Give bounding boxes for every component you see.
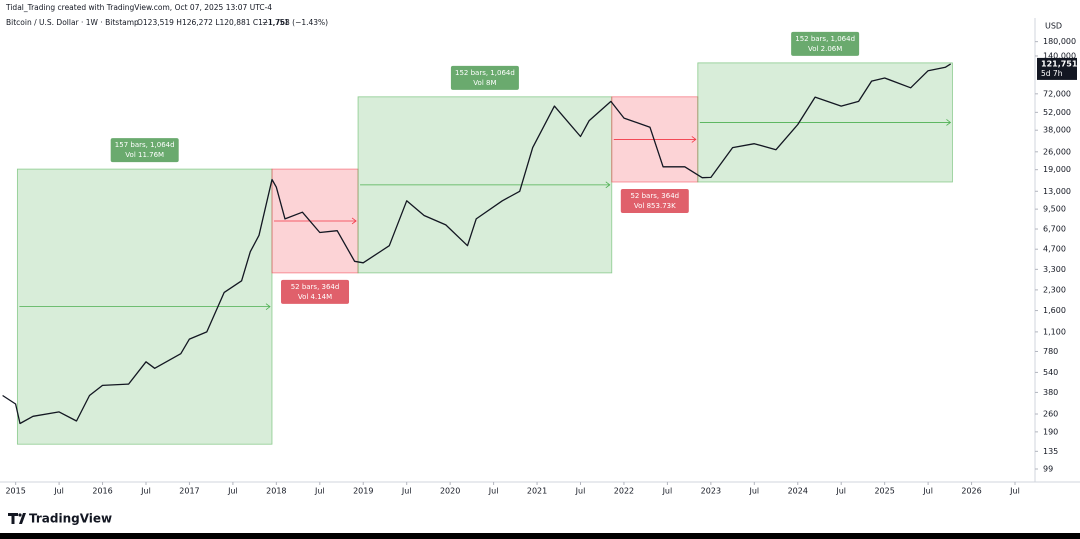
range-volume: Vol 11.76M	[125, 151, 164, 159]
x-tick-label: 2023	[701, 487, 721, 496]
bottom-bar	[0, 533, 1080, 539]
range-volume: Vol 2.06M	[808, 45, 842, 53]
x-tick-label: 2022	[614, 487, 634, 496]
range-volume: Vol 853.73K	[634, 202, 676, 210]
range-label-box	[110, 138, 179, 163]
range-label: 52 bars, 364d	[630, 192, 679, 200]
y-tick-label: 19,000	[1043, 165, 1071, 174]
change: −1,768 (−1.43%)	[262, 18, 328, 27]
y-tick-label: 1,100	[1043, 327, 1066, 336]
range-label-box	[620, 189, 689, 214]
range-volume: Vol 8M	[473, 79, 496, 87]
x-tick-label: Jul	[401, 487, 412, 496]
y-tick-label: 9,500	[1043, 205, 1066, 214]
x-tick-label: Jul	[53, 487, 64, 496]
range-arrowhead	[265, 303, 271, 310]
y-tick-label: 4,700	[1043, 245, 1066, 254]
x-tick-label: Jul	[314, 487, 325, 496]
range-label: 52 bars, 364d	[291, 283, 340, 291]
y-tick-label: 72,000	[1043, 89, 1071, 98]
brand-logo	[8, 513, 26, 524]
y-tick-label: 540	[1043, 368, 1058, 377]
brand: TradingView	[29, 512, 112, 526]
y-tick-label: 13,000	[1043, 187, 1071, 196]
y-tick-label: 38,000	[1043, 126, 1071, 135]
y-tick-label: 26,000	[1043, 147, 1071, 156]
x-tick-label: 2015	[5, 487, 25, 496]
y-tick-label: 135	[1043, 447, 1058, 456]
x-tick-label: Jul	[662, 487, 673, 496]
y-tick-label: 260	[1043, 410, 1058, 419]
range-label: 152 bars, 1,064d	[795, 35, 855, 43]
y-tick-label: 380	[1043, 388, 1058, 397]
range-arrowhead	[605, 181, 611, 189]
range-arrowhead	[946, 119, 952, 126]
x-tick-label: Jul	[488, 487, 499, 496]
range-label-box	[450, 65, 519, 90]
last-price-tag	[1037, 57, 1077, 80]
y-tick-label: 190	[1043, 427, 1058, 436]
x-tick-label: Jul	[748, 487, 759, 496]
last-price: 121,751	[1041, 59, 1078, 68]
price-line	[2, 63, 952, 425]
x-tick-label: 2016	[92, 487, 112, 496]
x-tick-label: 2018	[266, 487, 286, 496]
range-arrowhead	[351, 217, 357, 225]
x-tick-label: Jul	[835, 487, 846, 496]
range-label-box	[281, 279, 350, 304]
x-tick-label: 2020	[440, 487, 460, 496]
x-tick-label: 2019	[353, 487, 373, 496]
y-tick-label: 140,000	[1043, 51, 1076, 60]
x-tick-label: Jul	[1009, 487, 1020, 496]
y-tick-label: 99	[1043, 464, 1053, 473]
ohlc: O123,519 H126,272 L120,881 C121,751	[137, 18, 289, 27]
x-tick-label: 2024	[788, 487, 808, 496]
x-tick-label: Jul	[575, 487, 586, 496]
symbol: Bitcoin / U.S. Dollar · 1W · Bitstamp	[6, 18, 139, 27]
countdown: 5d 7h	[1041, 69, 1063, 78]
x-tick-label: Jul	[227, 487, 238, 496]
credit: Tidal_Trading created with TradingView.c…	[5, 3, 272, 12]
y-tick-label: 780	[1043, 347, 1058, 356]
x-tick-label: Jul	[922, 487, 933, 496]
range-label: 152 bars, 1,064d	[455, 69, 515, 77]
x-tick-label: 2025	[874, 487, 894, 496]
currency: USD	[1045, 22, 1062, 31]
y-tick-label: 180,000	[1043, 37, 1076, 46]
y-tick-label: 2,300	[1043, 285, 1066, 294]
range-volume: Vol 4.14M	[298, 293, 332, 301]
x-tick-label: 2026	[961, 487, 981, 496]
x-tick-label: 2017	[179, 487, 199, 496]
range-label: 157 bars, 1,064d	[115, 141, 175, 149]
range-label-box	[791, 31, 860, 56]
x-tick-label: Jul	[140, 487, 151, 496]
y-tick-label: 1,600	[1043, 306, 1066, 315]
y-tick-label: 6,700	[1043, 225, 1066, 234]
x-tick-label: 2021	[527, 487, 547, 496]
range-arrowhead	[691, 136, 697, 143]
y-tick-label: 3,300	[1043, 265, 1066, 274]
y-tick-label: 52,000	[1043, 108, 1071, 117]
